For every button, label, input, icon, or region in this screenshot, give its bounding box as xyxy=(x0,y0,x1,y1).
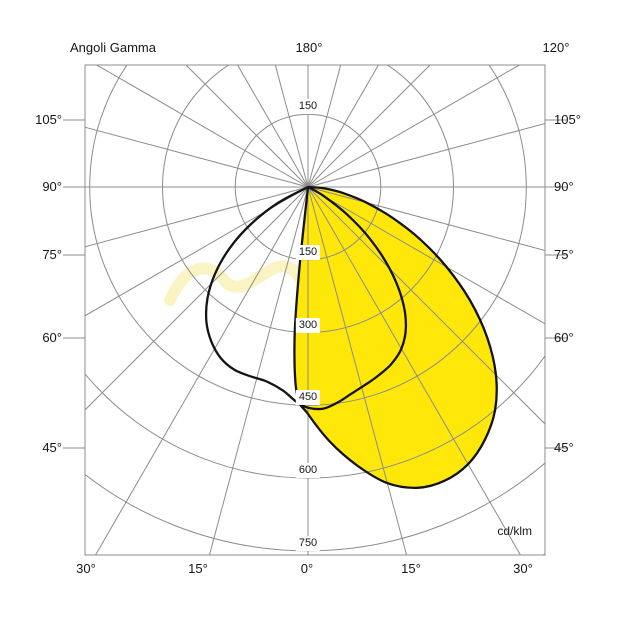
angle-label-left-60: 60° xyxy=(42,330,62,345)
angle-label-180: 180° xyxy=(295,40,323,55)
radial-tick-150: 150 xyxy=(295,245,321,260)
angle-label-right-45: 45° xyxy=(554,440,574,455)
radial-tick-300: 300 xyxy=(295,318,321,333)
angle-label-bottom-0: 0° xyxy=(300,561,314,576)
angle-label-bottom-30r: 30° xyxy=(513,561,533,576)
angle-label-bottom-30l: 30° xyxy=(76,561,96,576)
angle-label-bottom-15l: 15° xyxy=(188,561,208,576)
units-label: cd/klm xyxy=(497,524,532,538)
angle-label-bottom-15r: 15° xyxy=(401,561,421,576)
angle-label-left-75: 75° xyxy=(42,247,62,262)
angle-label-right-90: 90° xyxy=(554,179,574,194)
chart-title: Angoli Gamma xyxy=(70,40,156,55)
radial-tick-150-upper: 150 xyxy=(295,99,321,114)
radial-tick-600: 600 xyxy=(295,463,321,478)
angle-label-120: 120° xyxy=(542,40,570,55)
radial-tick-750: 750 xyxy=(295,536,321,551)
angle-label-right-105: 105° xyxy=(554,112,581,127)
angle-label-right-75: 75° xyxy=(554,247,574,262)
angle-label-left-90: 90° xyxy=(42,179,62,194)
angle-label-right-60: 60° xyxy=(554,330,574,345)
radial-tick-450: 450 xyxy=(295,390,321,405)
angle-label-left-45: 45° xyxy=(42,440,62,455)
angle-label-left-105: 105° xyxy=(35,112,62,127)
